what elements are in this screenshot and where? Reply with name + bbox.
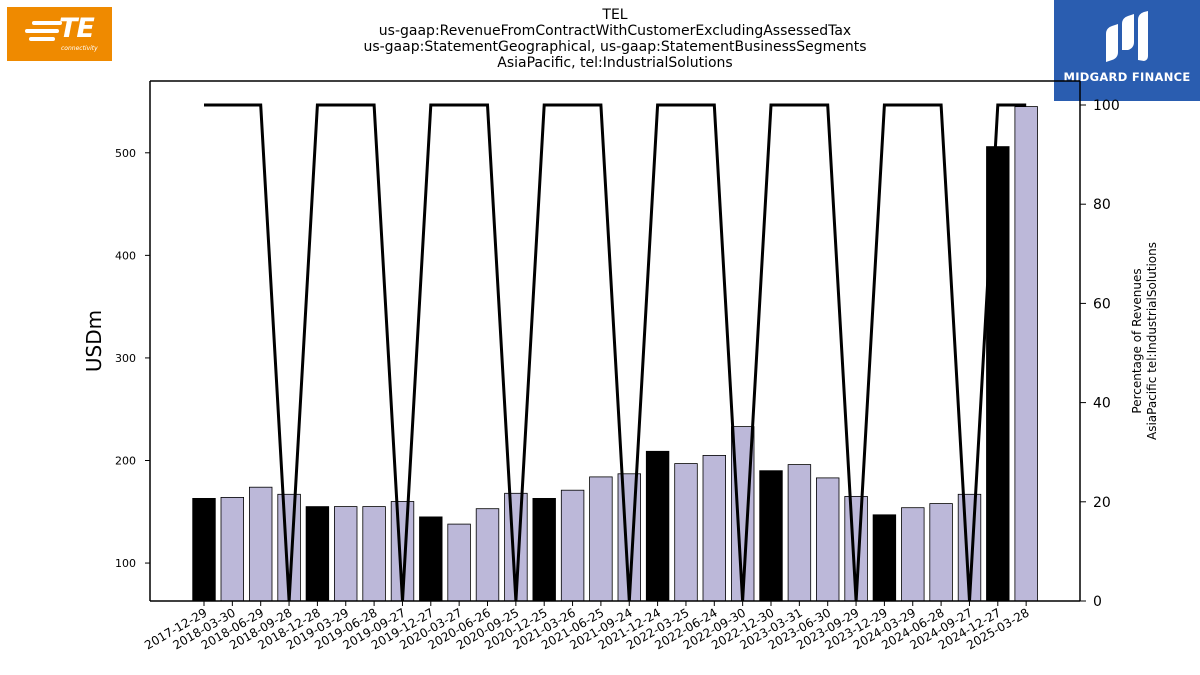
bar	[333, 506, 358, 602]
bar	[560, 489, 585, 602]
bar	[362, 506, 386, 602]
bar	[986, 146, 1010, 602]
bar	[645, 450, 670, 602]
y-tick-label: 200	[115, 454, 136, 467]
bar	[901, 507, 925, 602]
y2-axis-label: Percentage of Revenues	[1130, 268, 1144, 413]
bar	[787, 464, 812, 602]
logo-stripe	[25, 29, 59, 33]
y-tick-label: 100	[115, 557, 136, 570]
midgard-logo-text: MIDGARD FINANCE	[1063, 70, 1191, 84]
midgard-finance-logo: MIDGARD FINANCE	[1054, 0, 1200, 101]
bar	[816, 477, 840, 602]
title-line: us-gaap:RevenueFromContractWithCustomerE…	[378, 23, 852, 39]
bar	[248, 486, 273, 602]
logo-stripe	[29, 37, 55, 41]
logo-stripe	[32, 21, 62, 25]
y2-tick-label: 100	[1093, 98, 1120, 114]
te-logo-tagline: connectivity	[61, 45, 98, 52]
bar	[305, 506, 330, 602]
y-tick-label: 300	[115, 352, 136, 365]
title-line: AsiaPacific, tel:IndustrialSolutions	[497, 55, 733, 71]
bar	[532, 497, 556, 602]
te-connectivity-logo: TE connectivity	[7, 7, 112, 61]
y-tick-label: 400	[115, 249, 136, 262]
bar	[759, 470, 783, 602]
y2-tick-label: 0	[1093, 594, 1102, 610]
bar	[475, 508, 500, 602]
chart-title: TEL us-gaap:RevenueFromContractWithCusto…	[250, 7, 980, 71]
bar	[419, 516, 443, 602]
y-axis-label: USDm	[82, 310, 106, 372]
percentage-line	[204, 103, 1027, 602]
midgard-mark-icon	[1106, 11, 1148, 62]
bar	[929, 503, 953, 602]
y-tick-label: 500	[115, 147, 136, 160]
title-line: us-gaap:StatementGeographical, us-gaap:S…	[363, 39, 867, 55]
title-line: TEL	[602, 7, 628, 23]
bar	[589, 476, 613, 602]
bar	[192, 497, 216, 602]
y2-tick-label: 80	[1093, 197, 1111, 213]
y2-tick-label: 60	[1093, 296, 1111, 312]
bar	[447, 523, 471, 602]
bar	[702, 454, 727, 602]
bar	[872, 514, 897, 602]
y2-tick-label: 20	[1093, 495, 1111, 511]
bar	[220, 496, 245, 602]
bar	[1014, 106, 1038, 602]
bar	[674, 463, 698, 602]
te-logo-letters: TE	[59, 13, 95, 44]
y2-axis-label: AsiaPacific tel:IndustrialSolutions	[1145, 242, 1159, 440]
y2-tick-label: 40	[1093, 396, 1111, 412]
